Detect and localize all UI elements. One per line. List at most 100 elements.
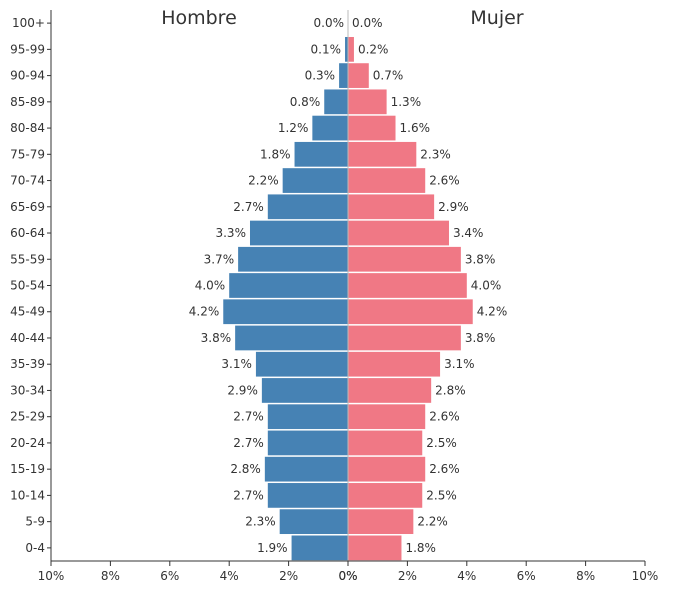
bar-mujer-30-34 (348, 378, 432, 403)
bar-hombre-95-99 (345, 36, 348, 62)
y-tick-label-5-9: 5-9 (25, 515, 45, 529)
value-label-hombre-40-44: 3.8% (201, 331, 232, 345)
y-axis: 0-4 5-9 10-14 15-19 20-24 25-29 30-34 35-39 40-4… (10, 10, 52, 561)
value-label-mujer-85-89: 1.3% (391, 95, 422, 109)
y-tick-label-35-39: 35-39 (10, 357, 45, 371)
value-label-hombre-15-19: 2.8% (230, 462, 261, 476)
bar-hombre-40-44 (235, 325, 348, 351)
x-tick-label-left-0: 0% (338, 569, 357, 583)
y-tick-label-65-69: 65-69 (10, 200, 45, 214)
value-label-mujer-75-79: 2.3% (420, 147, 451, 161)
bar-hombre-15-19 (264, 456, 348, 482)
bar-hombre-55-59 (238, 246, 348, 272)
value-label-hombre-10-14: 2.7% (233, 488, 264, 502)
bar-hombre-90-94 (339, 63, 348, 88)
x-tick-label-right-4: 4% (457, 569, 476, 583)
x-tick-label-right-2: 2% (398, 569, 417, 583)
bar-mujer-50-54 (348, 273, 467, 298)
bar-mujer-80-84 (348, 115, 396, 141)
value-label-hombre-35-39: 3.1% (221, 357, 252, 371)
bar-hombre-20-24 (267, 430, 348, 456)
bar-mujer-70-74 (348, 168, 426, 193)
y-tick-label-45-49: 45-49 (10, 305, 45, 319)
value-label-hombre-55-59: 3.7% (204, 252, 235, 266)
bar-hombre-65-69 (267, 194, 348, 220)
value-label-hombre-80-84: 1.2% (278, 121, 309, 135)
value-label-hombre-0-4: 1.9% (257, 541, 288, 555)
bar-hombre-25-29 (267, 404, 348, 430)
y-tick-label-55-59: 55-59 (10, 252, 45, 266)
bar-mujer-55-59 (348, 246, 461, 272)
y-tick-label-75-79: 75-79 (10, 147, 45, 161)
value-label-mujer-90-94: 0.7% (373, 69, 404, 83)
bar-mujer-45-49 (348, 299, 473, 325)
value-label-mujer-95-99: 0.2% (358, 42, 389, 56)
value-label-hombre-50-54: 4.0% (195, 279, 226, 293)
bars-layer (223, 10, 473, 561)
x-tick-label-right-8: 8% (576, 569, 595, 583)
value-label-mujer-15-19: 2.6% (429, 462, 460, 476)
y-tick-label-80-84: 80-84 (10, 121, 45, 135)
value-label-mujer-30-34: 2.8% (435, 383, 466, 397)
value-label-hombre-30-34: 2.9% (227, 383, 258, 397)
value-label-hombre-100+: 0.0% (314, 16, 345, 30)
value-label-hombre-95-99: 0.1% (311, 42, 342, 56)
value-label-mujer-20-24: 2.5% (426, 436, 457, 450)
value-label-hombre-20-24: 2.7% (233, 436, 264, 450)
bar-hombre-0-4 (291, 535, 348, 561)
bar-mujer-10-14 (348, 483, 423, 508)
value-label-hombre-25-29: 2.7% (233, 410, 264, 424)
x-tick-label-left-4: 4% (220, 569, 239, 583)
bar-mujer-0-4 (348, 535, 402, 561)
bar-hombre-85-89 (324, 89, 348, 115)
value-label-mujer-35-39: 3.1% (444, 357, 475, 371)
value-label-mujer-55-59: 3.8% (465, 252, 496, 266)
x-tick-label-left-6: 6% (160, 569, 179, 583)
x-tick-label-right-10: 10% (632, 569, 659, 583)
bar-mujer-25-29 (348, 404, 426, 430)
y-tick-label-90-94: 90-94 (10, 69, 45, 83)
bar-hombre-45-49 (223, 299, 348, 325)
bar-mujer-20-24 (348, 430, 423, 456)
value-label-hombre-45-49: 4.2% (189, 305, 220, 319)
y-tick-label-30-34: 30-34 (10, 383, 45, 397)
value-label-mujer-40-44: 3.8% (465, 331, 496, 345)
y-tick-label-95-99: 95-99 (10, 42, 45, 56)
value-label-mujer-5-9: 2.2% (417, 515, 448, 529)
value-label-hombre-90-94: 0.3% (305, 69, 336, 83)
bar-mujer-5-9 (348, 509, 414, 535)
bar-mujer-90-94 (348, 63, 369, 88)
bar-hombre-80-84 (312, 115, 348, 141)
y-tick-label-15-19: 15-19 (10, 462, 45, 476)
bar-hombre-60-64 (249, 220, 348, 246)
y-tick-label-20-24: 20-24 (10, 436, 45, 450)
bar-hombre-10-14 (267, 483, 348, 508)
value-label-mujer-100+: 0.0% (352, 16, 383, 30)
bar-hombre-5-9 (279, 509, 348, 535)
bar-mujer-75-79 (348, 141, 417, 167)
bar-hombre-75-79 (294, 141, 348, 167)
x-axis: 10% 8% 6% 4% 2% 0%0% 2% 4% 6% 8% 10% (38, 560, 659, 583)
bar-hombre-70-74 (282, 168, 348, 193)
value-label-hombre-5-9: 2.3% (245, 515, 276, 529)
y-tick-label-70-74: 70-74 (10, 174, 45, 188)
value-label-mujer-80-84: 1.6% (400, 121, 431, 135)
y-tick-label-0-4: 0-4 (25, 541, 45, 555)
bar-mujer-95-99 (348, 36, 354, 62)
y-tick-label-85-89: 85-89 (10, 95, 45, 109)
y-tick-label-60-64: 60-64 (10, 226, 45, 240)
value-label-mujer-50-54: 4.0% (471, 279, 502, 293)
bar-hombre-50-54 (229, 273, 348, 298)
value-label-mujer-10-14: 2.5% (426, 488, 457, 502)
bar-mujer-15-19 (348, 456, 426, 482)
value-label-mujer-60-64: 3.4% (453, 226, 484, 240)
x-tick-label-left-8: 8% (101, 569, 120, 583)
x-tick-label-right-6: 6% (517, 569, 536, 583)
value-label-mujer-70-74: 2.6% (429, 174, 460, 188)
y-tick-label-25-29: 25-29 (10, 410, 45, 424)
value-label-mujer-65-69: 2.9% (438, 200, 469, 214)
value-label-hombre-75-79: 1.8% (260, 147, 291, 161)
value-label-hombre-85-89: 0.8% (290, 95, 321, 109)
right-side-title: Mujer (470, 7, 523, 29)
